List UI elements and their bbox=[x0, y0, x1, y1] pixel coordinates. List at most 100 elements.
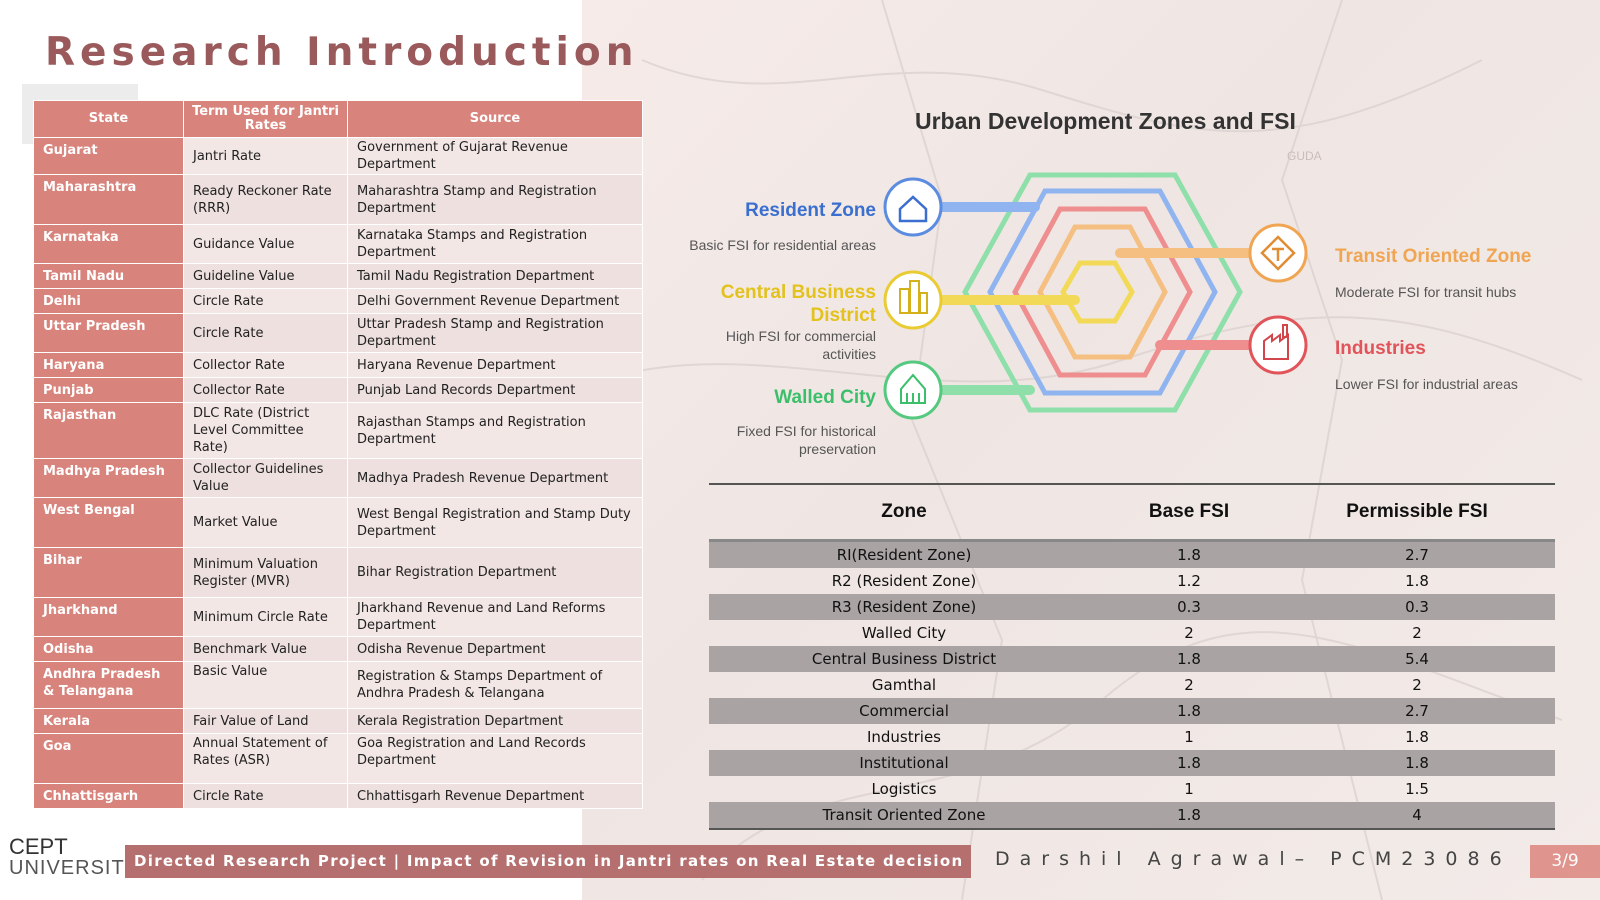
walled-city-desc: Fixed FSI for historical preservation bbox=[736, 423, 876, 457]
table-row: Bihar Minimum Valuation Register (MVR) Bih… bbox=[33, 547, 643, 598]
zone-cell: Transit Oriented Zone bbox=[709, 802, 1099, 829]
term-cell: Guidance Value bbox=[183, 224, 348, 264]
state-cell: Goa bbox=[33, 733, 184, 784]
state-cell: Bihar bbox=[33, 547, 184, 598]
table-row: Chhattisgarh Circle Rate Chhattisgarh Reve… bbox=[33, 783, 643, 809]
permissible-fsi-cell: 1.8 bbox=[1405, 572, 1429, 590]
term-cell: Circle Rate bbox=[183, 288, 348, 314]
term-cell: Circle Rate bbox=[183, 313, 348, 353]
state-cell: Madhya Pradesh bbox=[33, 458, 184, 498]
project-title: Directed Research Project | Impact of Re… bbox=[134, 852, 964, 870]
table-row: Institutional 1.8 1.8 bbox=[709, 750, 1555, 776]
source-cell: Uttar Pradesh Stamp and Registration Dep… bbox=[347, 313, 643, 353]
state-cell: Punjab bbox=[33, 377, 184, 403]
table-row: R2 (Resident Zone) 1.2 1.8 bbox=[709, 568, 1555, 594]
term-cell: Collector Guidelines Value bbox=[183, 458, 348, 498]
table-row: R3 (Resident Zone) 0.3 0.3 bbox=[709, 594, 1555, 620]
state-cell: Haryana bbox=[33, 352, 184, 378]
source-cell: West Bengal Registration and Stamp Duty … bbox=[347, 497, 643, 548]
column-header: Source bbox=[347, 100, 643, 138]
base-fsi-cell: 2 bbox=[1184, 624, 1194, 642]
buildings-icon bbox=[883, 270, 943, 330]
column-header: State bbox=[33, 100, 184, 138]
table-row: Walled City 2 2 bbox=[709, 620, 1555, 646]
state-cell: Tamil Nadu bbox=[33, 263, 184, 289]
zone-cell: R3 (Resident Zone) bbox=[709, 594, 1099, 620]
cept-logo-text: CEPT bbox=[9, 834, 68, 859]
table-row: Andhra Pradesh & Telangana Basic Value Reg… bbox=[33, 661, 643, 709]
tod-desc: Moderate FSI for transit hubs bbox=[1335, 284, 1517, 300]
column-header: Zone bbox=[709, 484, 1099, 542]
zone-cell: Commercial bbox=[709, 698, 1099, 724]
state-cell: Andhra Pradesh & Telangana bbox=[33, 661, 184, 709]
state-cell: Chhattisgarh bbox=[33, 783, 184, 809]
fsi-table: Zone Base FSI Permissible FSI RI(Residen… bbox=[709, 483, 1555, 830]
base-fsi-cell: 1.2 bbox=[1177, 572, 1201, 590]
term-cell: Collector Rate bbox=[183, 377, 348, 403]
term-cell: Fair Value of Land bbox=[183, 708, 348, 734]
state-cell: West Bengal bbox=[33, 497, 184, 548]
page-number: 3/9 bbox=[1530, 845, 1600, 878]
table-row: Odisha Benchmark Value Odisha Revenue Depa… bbox=[33, 636, 643, 662]
table-row: West Bengal Market Value West Bengal Regis… bbox=[33, 497, 643, 548]
page-title: Research Introduction bbox=[45, 30, 639, 75]
cbd-desc: High FSI for commercial activities bbox=[725, 328, 876, 362]
source-cell: Rajasthan Stamps and Registration Depart… bbox=[347, 402, 643, 459]
factory-icon bbox=[1248, 315, 1308, 375]
base-fsi-cell: 1.8 bbox=[1099, 646, 1279, 672]
base-fsi-cell: 1 bbox=[1184, 780, 1194, 798]
map-label: GUDA bbox=[1287, 149, 1322, 163]
column-header: Permissible FSI bbox=[1279, 484, 1555, 542]
permissible-fsi-cell: 2.7 bbox=[1279, 540, 1555, 568]
state-cell: Jharkhand bbox=[33, 597, 184, 637]
column-header: Term Used for Jantri Rates bbox=[183, 100, 348, 138]
state-cell: Kerala bbox=[33, 708, 184, 734]
table-row: Uttar Pradesh Circle Rate Uttar Pradesh St… bbox=[33, 313, 643, 353]
zone-cell: Central Business District bbox=[709, 646, 1099, 672]
term-cell: Jantri Rate bbox=[183, 137, 348, 175]
tod-label: Transit Oriented Zone bbox=[1335, 246, 1532, 267]
state-cell: Rajasthan bbox=[33, 402, 184, 459]
red-band bbox=[1012, 206, 1193, 378]
resident-zone-desc: Basic FSI for residential areas bbox=[689, 237, 876, 253]
permissible-fsi-cell: 2 bbox=[1412, 624, 1422, 642]
source-cell: Maharashtra Stamp and Registration Depar… bbox=[347, 174, 643, 225]
zone-cell: R2 (Resident Zone) bbox=[831, 572, 977, 590]
table-row: Punjab Collector Rate Punjab Land Records … bbox=[33, 377, 643, 403]
table-row: Maharashtra Ready Reckoner Rate (RRR) Maha… bbox=[33, 174, 643, 225]
source-cell: Delhi Government Revenue Department bbox=[347, 288, 643, 314]
table-row: Kerala Fair Value of Land Kerala Registrat… bbox=[33, 708, 643, 734]
term-cell: Circle Rate bbox=[183, 783, 348, 809]
base-fsi-cell: 1.8 bbox=[1099, 698, 1279, 724]
source-cell: Kerala Registration Department bbox=[347, 708, 643, 734]
term-cell: Minimum Valuation Register (MVR) bbox=[183, 547, 348, 598]
table-row: Industries 1 1.8 bbox=[709, 724, 1555, 750]
permissible-fsi-cell: 1.8 bbox=[1279, 750, 1555, 776]
state-cell: Odisha bbox=[33, 636, 184, 662]
base-fsi-cell: 1.8 bbox=[1099, 750, 1279, 776]
source-cell: Bihar Registration Department bbox=[347, 547, 643, 598]
base-fsi-cell: 1 bbox=[1184, 728, 1194, 746]
table-row: Gujarat Jantri Rate Government of Gujarat … bbox=[33, 137, 643, 175]
states-table: State Term Used for Jantri Rates Source … bbox=[33, 100, 643, 809]
base-fsi-cell: 0.3 bbox=[1099, 594, 1279, 620]
term-cell: Ready Reckoner Rate (RRR) bbox=[183, 174, 348, 225]
source-cell: Tamil Nadu Registration Department bbox=[347, 263, 643, 289]
industries-desc: Lower FSI for industrial areas bbox=[1335, 376, 1518, 392]
industries-label: Industries bbox=[1335, 338, 1426, 359]
yellow-hex bbox=[1060, 260, 1135, 324]
source-cell: Madhya Pradesh Revenue Department bbox=[347, 458, 643, 498]
base-fsi-cell: 1.8 bbox=[1099, 540, 1279, 568]
source-cell: Punjab Land Records Department bbox=[347, 377, 643, 403]
zone-cell: Walled City bbox=[861, 624, 947, 642]
table-row: Logistics 1 1.5 bbox=[709, 776, 1555, 802]
permissible-fsi-cell: 2.7 bbox=[1279, 698, 1555, 724]
permissible-fsi-cell: 1.5 bbox=[1405, 780, 1429, 798]
zones-flow-diagram bbox=[883, 172, 1308, 420]
zone-cell: Logistics bbox=[871, 780, 937, 798]
temple-icon bbox=[883, 360, 943, 420]
table-row: Karnataka Guidance Value Karnataka Stamps … bbox=[33, 224, 643, 264]
state-cell: Gujarat bbox=[33, 137, 184, 175]
state-cell: Maharashtra bbox=[33, 174, 184, 225]
zone-cell: Institutional bbox=[709, 750, 1099, 776]
